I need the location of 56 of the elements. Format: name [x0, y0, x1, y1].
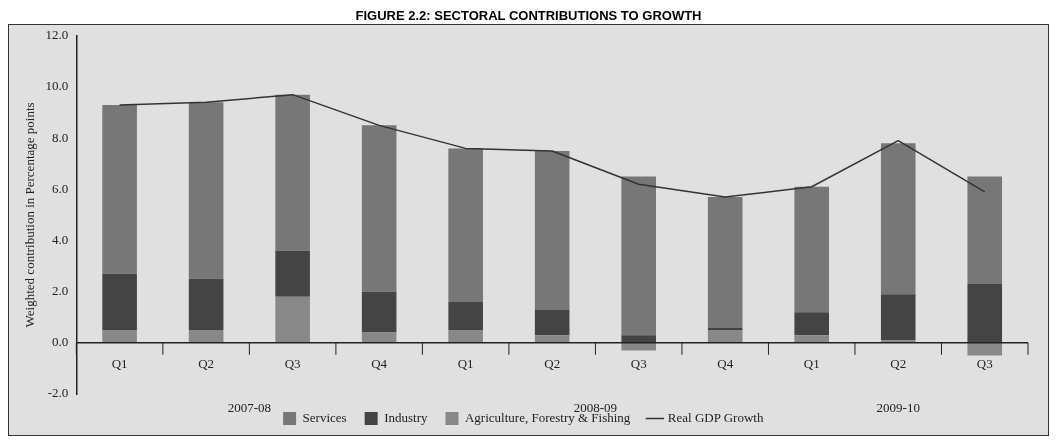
legend-label: Industry	[384, 409, 428, 425]
bar	[967, 283, 1003, 343]
bar	[275, 296, 310, 343]
bar	[621, 335, 656, 343]
y-tick-label: 6.0	[52, 180, 69, 196]
x-tick-label: Q2	[544, 356, 561, 372]
x-tick-label: Q4	[371, 356, 388, 372]
bar	[102, 104, 137, 274]
y-tick-label: 12.0	[45, 27, 69, 43]
bar	[102, 273, 137, 331]
bar	[448, 330, 483, 343]
bar	[448, 301, 483, 331]
x-tick-label: Q3	[976, 356, 993, 372]
bar	[534, 309, 570, 336]
bar	[621, 176, 656, 336]
x-tick-label: Q3	[284, 356, 301, 372]
bar	[707, 330, 743, 343]
bar	[707, 196, 743, 328]
legend-label: Services	[302, 409, 347, 425]
bar	[534, 150, 570, 310]
text: 2009-10	[876, 399, 920, 415]
x-tick-label: Q1	[803, 356, 820, 372]
y-tick-label: 10.0	[45, 78, 69, 94]
x-tick-label: Q1	[457, 356, 474, 372]
x-tick-label: Q2	[198, 356, 215, 372]
chart-title: FIGURE 2.2: SECTORAL CONTRIBUTIONS TO GROWTH	[354, 8, 703, 24]
y-tick-label: 8.0	[52, 129, 69, 145]
bar	[967, 342, 1003, 356]
bar	[794, 335, 830, 343]
y-tick-label: -2.0	[47, 385, 69, 401]
x-tick-label: Q3	[630, 356, 647, 372]
bar	[880, 143, 916, 295]
y-tick-label: 2.0	[52, 283, 69, 299]
x-tick-label: Q4	[717, 356, 734, 372]
x-tick-label: Q1	[111, 356, 128, 372]
y-tick-label: 4.0	[52, 231, 69, 247]
bar	[275, 94, 310, 251]
y-axis-title: Weighted contribution in Percentage points	[22, 102, 38, 328]
bar	[361, 125, 397, 292]
bar	[621, 342, 656, 351]
bar	[707, 327, 743, 331]
legend-label: Real GDP Growth	[667, 409, 764, 425]
bar	[967, 176, 1003, 284]
bar	[188, 278, 224, 331]
bar	[880, 294, 916, 341]
bar	[188, 330, 224, 343]
y-tick-label: 0.0	[52, 334, 69, 350]
bar	[188, 102, 224, 279]
bar	[794, 186, 830, 313]
bar	[794, 312, 830, 336]
x-tick-label: Q2	[890, 356, 907, 372]
text: 2007-08	[227, 399, 272, 415]
bar	[102, 330, 137, 343]
bar	[448, 148, 483, 302]
bar	[361, 291, 397, 333]
bar	[275, 250, 310, 297]
